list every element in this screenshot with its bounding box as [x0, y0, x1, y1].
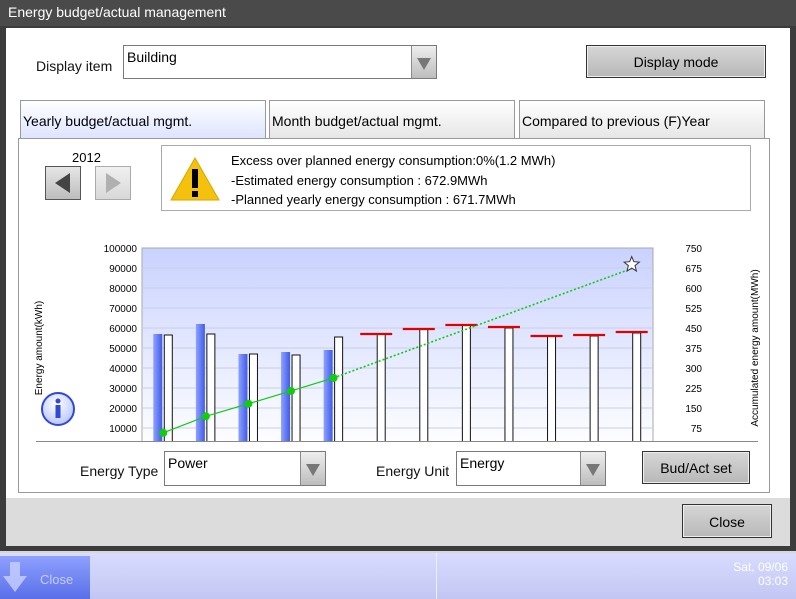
y-tick-label: 50000 — [109, 344, 137, 355]
y-tick-label: 90000 — [109, 264, 137, 275]
cumulative-point — [201, 412, 210, 421]
window-content: Display item Building Display mode Yearl… — [6, 28, 790, 546]
display-item-value: Building — [127, 49, 177, 65]
y-tick-label: 60000 — [109, 324, 137, 335]
actual-bar — [195, 324, 205, 441]
main-panel: Display item Building Display mode Yearl… — [6, 28, 790, 498]
message-line-2: -Estimated energy consumption : 672.9MWh — [231, 173, 488, 188]
bud-act-set-button[interactable]: Bud/Act set — [642, 451, 750, 484]
info-icon[interactable] — [40, 391, 76, 427]
actual-bar — [323, 350, 333, 441]
budget-bar — [589, 335, 599, 441]
taskbar-close-button[interactable]: Close — [0, 556, 90, 599]
y2-tick-label: 450 — [685, 324, 702, 335]
window-title: Energy budget/actual management — [8, 4, 226, 20]
actual-bar — [281, 352, 291, 441]
y2-tick-label: 300 — [685, 364, 702, 375]
taskbar-close-label: Close — [40, 572, 74, 587]
energy-unit-label: Energy Unit — [376, 463, 450, 479]
cumulative-point — [159, 428, 168, 437]
energy-unit-select[interactable]: Energy — [456, 451, 606, 486]
y2-tick-label: 600 — [685, 284, 702, 295]
y-tick-label: 100000 — [104, 244, 138, 255]
budget-bar — [334, 336, 344, 441]
chevron-down-icon[interactable] — [580, 452, 605, 485]
y2-tick-label: 225 — [685, 384, 702, 395]
energy-type-label: Energy Type — [80, 463, 159, 479]
budget-bar — [206, 333, 216, 441]
y-tick-label: 40000 — [109, 364, 137, 375]
y2-tick-label: 525 — [685, 304, 702, 315]
y-tick-label: 10000 — [109, 424, 137, 435]
warning-icon — [170, 156, 220, 201]
taskbar-separator — [436, 553, 437, 599]
footer-bar: Close — [6, 500, 790, 546]
cumulative-point — [244, 399, 253, 408]
display-mode-button[interactable]: Display mode — [586, 45, 766, 78]
arrow-left-icon — [55, 173, 70, 193]
y2-tick-label: 750 — [685, 244, 702, 255]
y-tick-label: 20000 — [109, 404, 137, 415]
arrow-right-icon — [106, 173, 121, 193]
message-line-1: Excess over planned energy consumption:0… — [231, 153, 556, 168]
time-text: 03:03 — [757, 574, 788, 588]
message-box: Excess over planned energy consumption:0… — [161, 145, 751, 211]
close-button[interactable]: Close — [682, 504, 772, 538]
energy-chart: 100000 90000 80000 70000 60000 50000 40000 3000… — [34, 244, 761, 441]
y-tick-label: 80000 — [109, 284, 137, 295]
divider — [36, 441, 758, 442]
budget-bar — [504, 327, 514, 441]
budget-bar — [291, 354, 301, 441]
energy-type-select[interactable]: Power — [164, 451, 326, 486]
y2-tick-label: 150 — [685, 404, 702, 415]
chevron-down-icon[interactable] — [411, 46, 436, 78]
tab-yearly[interactable]: Yearly budget/actual mgmt. — [20, 100, 266, 138]
forecast-star-icon — [622, 255, 641, 273]
forecast-line — [333, 267, 632, 379]
budget-bar — [376, 333, 386, 441]
taskbar — [0, 553, 796, 599]
message-line-3: -Planned yearly energy consumption : 671… — [231, 192, 516, 207]
date-text: Sat, 09/06 — [733, 560, 788, 574]
display-item-label: Display item — [36, 58, 113, 74]
clock: Sat, 09/06 03:03 — [733, 560, 788, 588]
cumulative-point — [287, 386, 296, 395]
y2-tick-label: 375 — [685, 344, 702, 355]
next-year-button[interactable] — [95, 166, 131, 200]
actual-bar — [238, 354, 248, 441]
y2-tick-label: 675 — [685, 264, 702, 275]
display-item-select[interactable]: Building — [123, 45, 437, 79]
title-bar: Energy budget/actual management — [0, 0, 796, 26]
previous-year-button[interactable] — [45, 166, 81, 200]
budget-bar — [547, 335, 557, 441]
chevron-down-icon[interactable] — [300, 452, 325, 485]
budget-bar — [632, 332, 642, 441]
y2-axis-label: Accumulated energy amount(MWh) — [750, 269, 761, 426]
budget-bar — [248, 353, 258, 441]
arrow-down-icon — [3, 562, 27, 592]
energy-unit-value: Energy — [460, 455, 505, 471]
y-tick-label: 70000 — [109, 304, 137, 315]
actual-bar — [153, 334, 163, 441]
plot-area — [141, 247, 654, 441]
energy-type-value: Power — [168, 455, 208, 471]
y2-tick-label: 75 — [691, 424, 703, 435]
main-window: Energy budget/actual management Display … — [0, 0, 796, 551]
cumulative-point — [329, 373, 338, 382]
y-axis-label: Energy amount(kWh) — [34, 301, 45, 395]
tab-monthly[interactable]: Month budget/actual mgmt. — [269, 100, 515, 138]
year-label: 2012 — [72, 150, 101, 165]
budget-bar — [461, 324, 471, 441]
y-tick-label: 30000 — [109, 384, 137, 395]
tab-previous-year[interactable]: Compared to previous (F)Year — [519, 100, 765, 138]
budget-bar — [163, 334, 173, 441]
